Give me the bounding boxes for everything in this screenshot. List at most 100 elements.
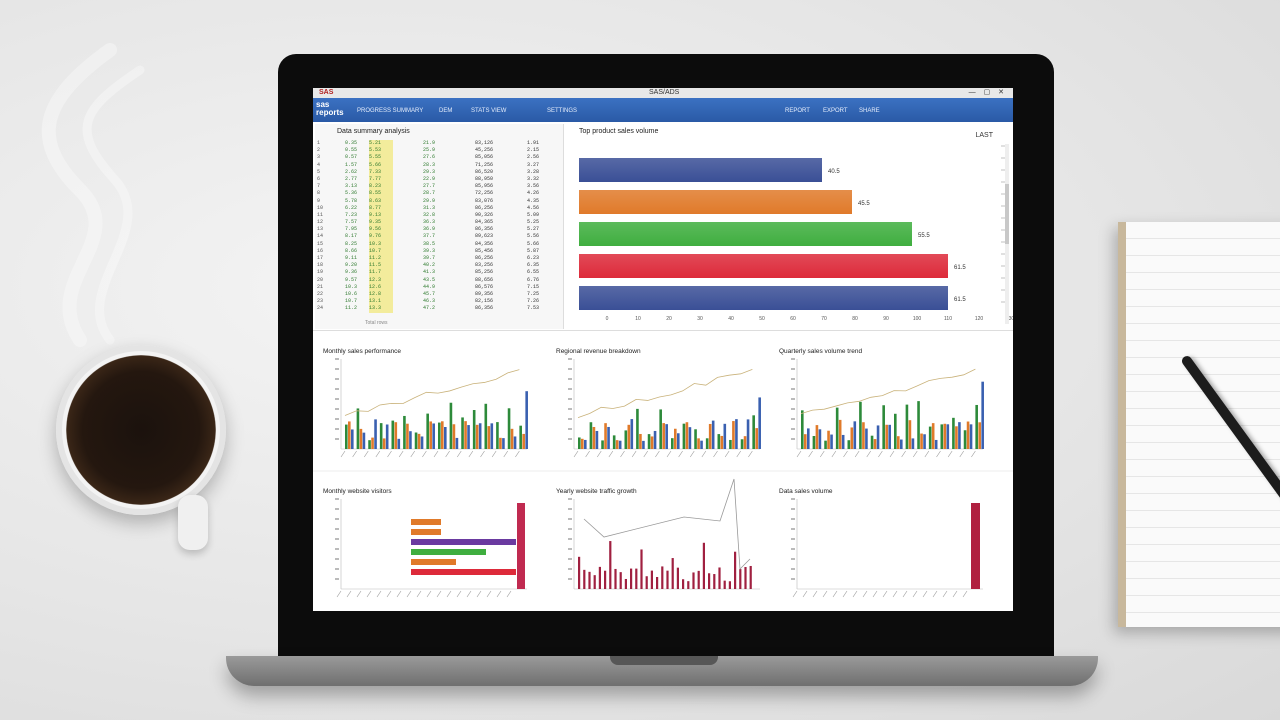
table-row[interactable]: 3 0.57 5.55 27.6 85,056 2.56 [317, 154, 561, 162]
mini-chart-x-tick [468, 450, 474, 458]
table-cell: 9.56 [369, 226, 393, 234]
mini-chart-x-tick [433, 450, 439, 458]
table-row[interactable]: 2 0.55 5.53 25.9 45,256 2.15 [317, 147, 561, 155]
coffee-cup-handle [178, 495, 208, 550]
table-row[interactable]: 15 8.25 10.3 38.5 84,356 5.66 [317, 240, 561, 248]
table-cell: 7.25 [527, 290, 540, 297]
app-ribbon: sas reports PROGRESS SUMMARY DEM STATS VI… [313, 98, 1013, 122]
table-cell: 23 [317, 298, 324, 305]
ribbon-brand[interactable]: sas reports [316, 100, 344, 117]
table-row[interactable]: 21 10.3 12.6 44.9 86,576 7.15 [317, 283, 561, 291]
mini-chart-bar [752, 415, 755, 449]
table-row[interactable]: 4 1.57 5.66 28.3 71,256 3.27 [317, 161, 561, 169]
mini-chart-x-tick [820, 450, 825, 458]
table-row[interactable]: 7 3.13 8.23 27.7 85,956 3.56 [317, 183, 561, 191]
table-cell: 90,326 [475, 211, 494, 218]
table-cell: 2.62 [345, 168, 358, 175]
mini-chart-x-tick [902, 590, 908, 598]
table-row[interactable]: 24 11.2 13.3 47.2 86,356 7.53 [317, 305, 561, 313]
table-row[interactable]: 23 10.7 13.1 46.3 82,156 7.26 [317, 298, 561, 306]
mini-chart-bar [472, 410, 476, 449]
mini-chart-x-tick [936, 450, 941, 458]
mini-chart-x-tick [466, 590, 472, 598]
table-cell: 0.55 [345, 147, 358, 154]
mini-chart-x-tick [422, 450, 427, 458]
window-title: SAS/ADS [649, 89, 680, 96]
ribbon-right-item-1[interactable]: EXPORT [823, 108, 848, 114]
table-cell: 12.8 [369, 290, 393, 299]
table-cell: 8.17 [345, 233, 358, 240]
mini-chart-bar [630, 568, 633, 589]
ribbon-right-item-2[interactable]: SHARE [859, 108, 880, 114]
mini-chart-bar [429, 421, 432, 449]
table-cell: 47.2 [423, 305, 436, 312]
table-cell: 8.66 [345, 247, 358, 254]
table-row[interactable]: 9 5.78 8.63 29.9 83,076 4.35 [317, 197, 561, 205]
mini-chart-x-tick [912, 590, 918, 598]
mini-chart-bar [391, 420, 395, 449]
table-row[interactable]: 6 2.77 7.77 22.9 88,950 3.32 [317, 175, 561, 184]
window-controls[interactable]: — ▢ ✕ [968, 89, 1007, 96]
ribbon-menu-item-0[interactable]: PROGRESS SUMMARY [357, 108, 424, 114]
ribbon-menu-item-1[interactable]: DEM [439, 108, 453, 114]
mini-chart-bar [969, 424, 973, 449]
mini-chart-bar [723, 423, 727, 449]
mini-chart-hbar [411, 519, 441, 525]
table-row[interactable]: 19 9.36 11.7 41.3 85,256 6.55 [317, 269, 561, 277]
table-cell: 6.22 [345, 204, 358, 211]
hbar-x-tick-label: 60 [790, 316, 796, 322]
mini-chart-hbar [411, 529, 441, 535]
mini-chart-x-tick [366, 590, 372, 598]
mini-chart-bar [653, 430, 657, 449]
table-row[interactable]: 5 2.62 7.33 29.3 86,520 3.28 [317, 168, 561, 176]
mini-chart-x-tick [631, 450, 637, 458]
table-cell: 22 [317, 290, 324, 297]
table-row[interactable]: 17 9.11 11.2 39.7 86,256 6.23 [317, 255, 561, 263]
mini-chart-bar [718, 567, 721, 589]
mini-chart-bar [971, 503, 980, 589]
hbar-chart-range-label[interactable]: LAST [975, 132, 993, 139]
table-cell: 83,076 [475, 197, 494, 204]
mini-chart-bar [619, 572, 622, 589]
ribbon-menu-item-3[interactable]: SETTINGS [547, 108, 578, 114]
mini-chart-bar [732, 421, 735, 449]
mini-chart-x-tick [792, 590, 798, 598]
table-cell: 4.26 [527, 190, 540, 197]
mini-chart-bar [682, 423, 686, 449]
mini-chart-bar [931, 423, 935, 449]
ribbon-menu-item-2[interactable]: STATS VIEW [471, 108, 507, 114]
table-row[interactable]: 14 8.17 9.76 37.7 89,623 5.56 [317, 233, 561, 241]
table-cell: 7.26 [527, 298, 540, 305]
table-row[interactable]: 12 7.57 9.35 36.3 84,365 5.25 [317, 219, 561, 227]
ribbon-right-item-0[interactable]: REPORT [785, 108, 810, 114]
table-row[interactable]: 22 10.6 12.8 45.7 89,356 7.25 [317, 290, 561, 299]
mini-chart-bar [978, 422, 981, 449]
table-row[interactable]: 16 8.66 10.7 39.3 85,456 5.87 [317, 247, 561, 255]
table-row[interactable]: 8 5.36 8.55 28.7 72,256 4.26 [317, 190, 561, 198]
table-row[interactable]: 13 7.95 9.56 36.9 86,356 5.27 [317, 226, 561, 234]
table-row[interactable]: 10 6.22 8.77 31.3 86,256 4.56 [317, 204, 561, 212]
mini-chart-x-tick [643, 450, 648, 458]
mini-chart-x-tick [736, 450, 741, 458]
mini-chart-bar [700, 440, 703, 449]
table-row[interactable]: 1 0.35 5.21 21.9 83,126 1.91 [317, 140, 561, 148]
table-cell: 85,056 [475, 154, 494, 161]
table-row[interactable]: 18 9.20 11.5 40.2 83,256 6.35 [317, 262, 561, 270]
mini-chart-bar [478, 423, 482, 449]
hbar-scrollbar[interactable] [1005, 144, 1009, 324]
table-cell: 39.7 [423, 255, 436, 261]
mini-chart-bar [830, 434, 833, 449]
table-cell: 8.25 [345, 240, 358, 247]
table-cell: 7.77 [369, 175, 393, 184]
mini-chart-x-tick [491, 450, 497, 458]
mini-chart-bar [697, 438, 700, 449]
scrollbar-thumb[interactable] [1005, 184, 1009, 244]
table-cell: 7.33 [369, 168, 393, 176]
table-row[interactable]: 20 9.57 12.3 43.5 88,656 6.76 [317, 276, 561, 284]
mini-chart-title: Yearly website traffic growth [556, 488, 637, 495]
mini-chart-bar [636, 408, 639, 449]
mini-chart-x-tick [802, 590, 808, 598]
mini-chart-x-tick [962, 590, 968, 598]
table-row[interactable]: 11 7.23 9.13 32.8 90,326 5.09 [317, 211, 561, 220]
table-cell: 6.23 [527, 255, 540, 261]
